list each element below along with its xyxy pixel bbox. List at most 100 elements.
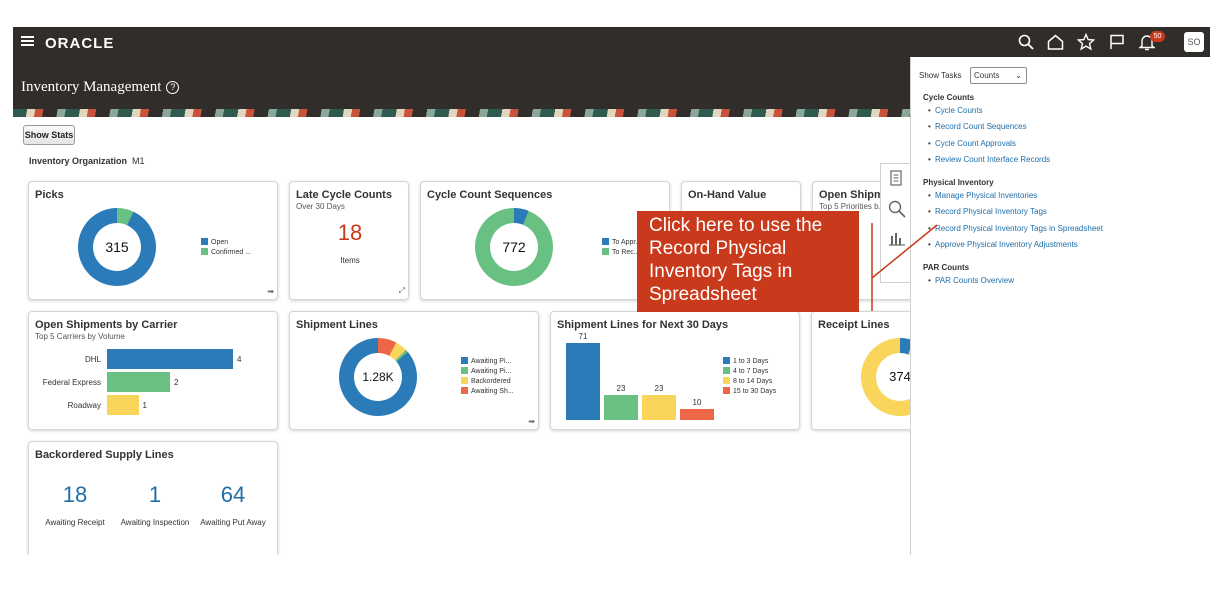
tile-title: Late Cycle Counts: [296, 189, 392, 201]
carrier-bar-value: 1: [142, 401, 147, 410]
task-link-review-count-interface-records[interactable]: Review Count Interface Records: [928, 155, 1050, 164]
side-toolbar: [880, 163, 910, 283]
next30-bar[interactable]: [680, 409, 714, 420]
shipment-lines-tile[interactable]: Shipment Lines 1.28K Awaiting Pi... Awai…: [289, 311, 539, 430]
backordered-supply-lines-tile[interactable]: Backordered Supply Lines 18 Awaiting Rec…: [28, 441, 278, 555]
awaiting-put-away-label: Awaiting Put Away: [200, 518, 266, 527]
awaiting-receipt-value: 18: [62, 482, 88, 507]
next30-bar-value: 23: [654, 384, 664, 394]
search-panel-icon[interactable]: [888, 200, 906, 218]
donut-center-value: 772: [490, 223, 538, 271]
awaiting-inspection-label: Awaiting Inspection: [120, 518, 190, 527]
legend-item: Backordered: [461, 377, 514, 387]
tasks-list-icon[interactable]: [888, 170, 904, 186]
expand-icon[interactable]: ⤢: [398, 286, 405, 295]
next30-bar-value: 10: [692, 398, 702, 408]
carrier-bar-value: 4: [237, 355, 242, 364]
legend-item: 4 to 7 Days: [723, 367, 776, 377]
navigate-arrow-icon[interactable]: ➡: [528, 417, 535, 426]
help-icon[interactable]: ?: [166, 81, 180, 94]
group-heading-physical-inventory: Physical Inventory: [923, 178, 994, 187]
group-heading-cycle-counts: Cycle Counts: [923, 93, 975, 102]
tile-title: Shipment Lines: [296, 319, 378, 331]
next30-bar[interactable]: [642, 395, 676, 420]
notifications-bell-icon[interactable]: [1139, 34, 1155, 51]
tile-subtitle: Over 30 Days: [296, 202, 345, 211]
carrier-label: Federal Express: [42, 378, 101, 387]
task-link-record-physical-inventory-tags[interactable]: Record Physical Inventory Tags: [928, 207, 1047, 216]
task-link-record-count-sequences[interactable]: Record Count Sequences: [928, 122, 1027, 131]
late-count-value: 18: [337, 220, 363, 245]
analytics-chart-icon[interactable]: [888, 230, 905, 246]
task-link-record-physical-inventory-tags-spreadsheet[interactable]: Record Physical Inventory Tags in Spread…: [928, 224, 1103, 233]
next30-bar[interactable]: [566, 343, 600, 420]
picks-donut-chart: 315: [78, 208, 156, 286]
carrier-bar[interactable]: [107, 372, 170, 392]
cycle-seq-legend: To Appr... To Rec...: [602, 238, 641, 258]
legend-item: Awaiting Pi...: [461, 367, 514, 377]
task-link-cycle-count-approvals[interactable]: Cycle Count Approvals: [928, 139, 1016, 148]
task-link-cycle-counts[interactable]: Cycle Counts: [928, 106, 983, 115]
navigate-arrow-icon[interactable]: ➡: [267, 287, 274, 296]
menu-icon[interactable]: [21, 36, 34, 46]
global-header: ORACLE 50 SO: [13, 27, 1210, 57]
next30-legend: 1 to 3 Days 4 to 7 Days 8 to 14 Days 15 …: [723, 357, 776, 397]
page-title: Inventory Management: [21, 79, 162, 95]
tile-subtitle: Top 5 Carriers by Volume: [35, 332, 125, 341]
legend-item: Open: [201, 238, 251, 248]
carrier-bar[interactable]: [107, 349, 233, 369]
next30-bar-value: 71: [578, 332, 588, 341]
legend-item: 8 to 14 Days: [723, 377, 776, 387]
tile-title: Open Shipments by Carrier: [35, 319, 178, 331]
tile-title: On-Hand Value: [688, 189, 767, 201]
chevron-down-icon: ⌄: [1015, 71, 1022, 80]
show-tasks-label: Show Tasks: [919, 71, 962, 80]
tutorial-callout: Click here to use the Record Physical In…: [637, 211, 859, 312]
callout-connector: [871, 223, 938, 311]
task-link-par-counts-overview[interactable]: PAR Counts Overview: [928, 276, 1014, 285]
org-label: Inventory Organization: [29, 156, 128, 166]
legend-item: 1 to 3 Days: [723, 357, 776, 367]
tasks-panel: Show Tasks Counts ⌄ Cycle Counts Cycle C…: [910, 57, 1210, 555]
donut-center-value: 1.28K: [354, 353, 402, 401]
shipment-lines-next-30-days-tile[interactable]: Shipment Lines for Next 30 Days 71 23 23 10…: [550, 311, 800, 430]
watchlist-flag-icon[interactable]: [1109, 34, 1125, 50]
tile-title: Picks: [35, 189, 64, 201]
next30-bar[interactable]: [604, 395, 638, 420]
tile-title: Cycle Count Sequences: [427, 189, 553, 201]
legend-item: Awaiting Sh...: [461, 387, 514, 397]
task-link-manage-physical-inventories[interactable]: Manage Physical Inventories: [928, 191, 1037, 200]
show-tasks-selected: Counts: [974, 71, 1000, 80]
user-avatar[interactable]: SO: [1184, 32, 1204, 52]
favorites-star-icon[interactable]: [1077, 33, 1095, 51]
picks-tile[interactable]: Picks 315 Open Confirmed ... ➡: [28, 181, 278, 300]
group-heading-par-counts: PAR Counts: [923, 263, 970, 272]
legend-item: Confirmed ...: [201, 248, 251, 258]
awaiting-receipt-label: Awaiting Receipt: [45, 518, 105, 527]
tile-title: Open Shipm...: [819, 189, 893, 201]
show-stats-button[interactable]: Show Stats: [23, 125, 75, 145]
donut-center-value: 315: [93, 223, 141, 271]
carrier-bar[interactable]: [107, 395, 139, 415]
search-icon[interactable]: [1018, 34, 1034, 50]
show-tasks-select[interactable]: Counts ⌄: [970, 67, 1027, 84]
tile-title: Backordered Supply Lines: [35, 449, 174, 461]
inventory-organization: Inventory Organization M1: [29, 156, 145, 166]
tile-title: Receipt Lines: [818, 319, 890, 331]
late-cycle-counts-tile[interactable]: Late Cycle Counts Over 30 Days 18 Items …: [289, 181, 409, 300]
cycle-seq-donut-chart: 772: [475, 208, 553, 286]
legend-item: Awaiting Pi...: [461, 357, 514, 367]
app-window: ORACLE 50 SO Inventory Management? Show …: [13, 27, 1210, 555]
oracle-logo[interactable]: ORACLE: [45, 35, 115, 52]
late-count-caption: Items: [340, 256, 360, 265]
open-shipments-by-carrier-tile[interactable]: Open Shipments by Carrier Top 5 Carriers…: [28, 311, 278, 430]
tile-title: Shipment Lines for Next 30 Days: [557, 319, 729, 331]
task-link-approve-physical-inventory-adjustments[interactable]: Approve Physical Inventory Adjustments: [928, 240, 1078, 249]
carrier-bar-value: 2: [174, 378, 179, 387]
carrier-label: DHL: [84, 355, 101, 364]
page-title-wrap: Inventory Management?: [21, 79, 180, 96]
cycle-count-sequences-tile[interactable]: Cycle Count Sequences 772 To Appr... To …: [420, 181, 670, 300]
shipment-lines-legend: Awaiting Pi... Awaiting Pi... Backordere…: [461, 357, 514, 397]
home-icon[interactable]: [1047, 34, 1064, 50]
carrier-label: Roadway: [67, 401, 101, 410]
